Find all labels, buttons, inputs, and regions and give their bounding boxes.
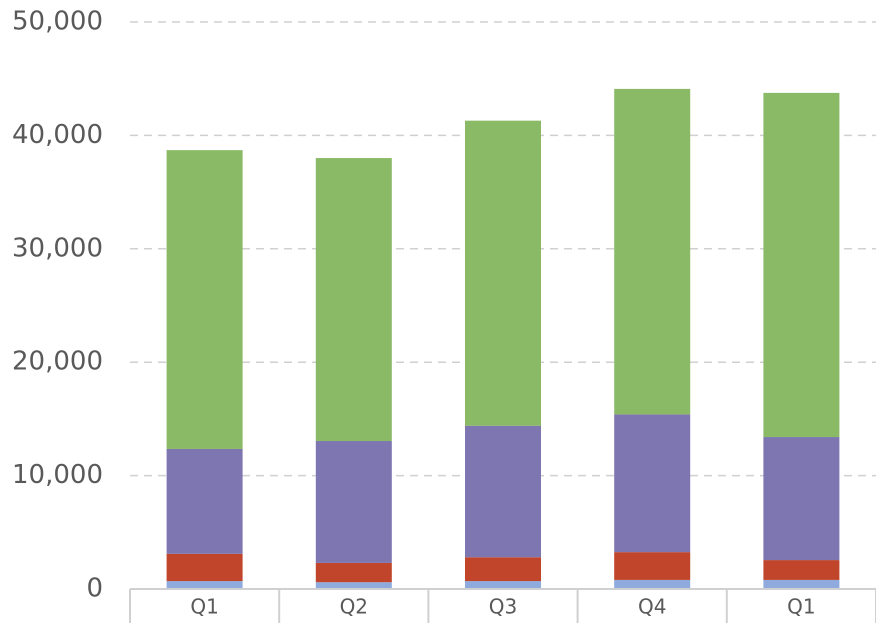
bar-segment <box>465 581 541 589</box>
x-tick-label: Q1 <box>190 595 218 619</box>
bar-segment <box>166 581 243 589</box>
bar-segment <box>763 437 840 561</box>
bar-segment <box>614 579 691 589</box>
bar-segment <box>763 92 840 438</box>
y-tick-label: 0 <box>86 574 103 604</box>
bar-segment <box>465 120 541 426</box>
bar-segment <box>465 425 541 558</box>
bar-segment <box>315 441 392 563</box>
bar-segment <box>614 88 691 415</box>
y-tick-label: 50,000 <box>12 7 103 37</box>
x-tick-label: Q3 <box>489 595 517 619</box>
bar-segment <box>166 150 243 449</box>
bar-segment <box>763 560 840 580</box>
x-tick-label: Q4 <box>638 595 666 619</box>
y-tick-label: 40,000 <box>12 120 103 150</box>
bar-segment <box>315 582 392 589</box>
bar-segment <box>465 557 541 582</box>
x-tick-label: Q1 <box>787 595 815 619</box>
bar-segment <box>614 552 691 580</box>
bar-segment <box>315 562 392 583</box>
bar-segment <box>166 553 243 582</box>
y-tick-label: 10,000 <box>12 460 103 490</box>
bar-segment <box>763 579 840 589</box>
y-tick-label: 30,000 <box>12 233 103 263</box>
bar-segment <box>614 414 691 553</box>
bar-segment <box>315 158 392 442</box>
x-tick-label: Q2 <box>340 595 368 619</box>
y-tick-label: 20,000 <box>12 347 103 377</box>
bar-segment <box>166 448 243 554</box>
